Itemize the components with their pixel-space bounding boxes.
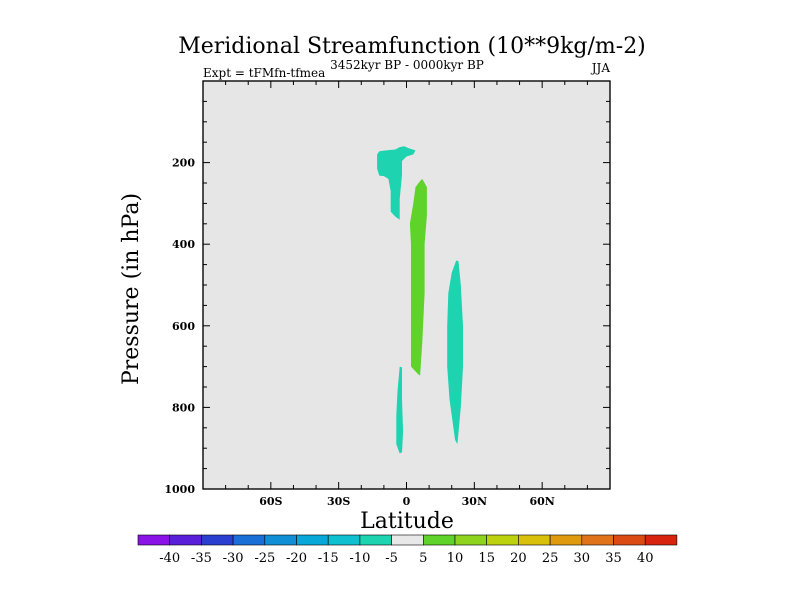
y-tick-label: 400 [172, 238, 195, 251]
colorbar-swatch [391, 534, 424, 546]
colorbar-swatch [454, 534, 488, 546]
x-tick-label: 60S [259, 495, 282, 508]
colorbar-swatch [518, 534, 551, 546]
colorbar-swatch [137, 534, 171, 546]
colorbar-swatch [644, 534, 678, 546]
x-tick-label: 0 [403, 495, 411, 508]
y-tick-label: 600 [172, 320, 195, 333]
colorbar-swatch [232, 534, 266, 546]
colorbar-label: -15 [318, 551, 339, 566]
colorbar-label: -5 [385, 551, 398, 566]
colorbar-label: 10 [447, 551, 464, 566]
x-axis-label: Latitude [360, 509, 454, 534]
colorbar-swatch [486, 534, 519, 546]
chart-subtitle-left: Expt = tFMfn-tfmea [203, 66, 325, 80]
colorbar-swatch [359, 534, 392, 546]
colorbar-label: 30 [574, 551, 591, 566]
y-tick-label: 1000 [164, 483, 195, 496]
colorbar-swatch [549, 534, 583, 546]
colorbar-label: 25 [542, 551, 559, 566]
chart-subtitle-center: 3452kyr BP - 0000kyr BP [330, 58, 484, 72]
plot-area [202, 80, 611, 490]
colorbar-label: -30 [223, 551, 244, 566]
colorbar-label: -35 [191, 551, 212, 566]
contour-region-neg-south [396, 366, 404, 454]
colorbar-swatch [296, 534, 329, 546]
contour-region-neg-upper [377, 146, 416, 220]
contour-region-neg-north [447, 260, 463, 445]
colorbar-label: -40 [159, 551, 180, 566]
colorbar-swatch [264, 534, 297, 546]
contour-regions [377, 146, 463, 454]
y-tick-label: 200 [172, 157, 195, 170]
chart-subtitle-right: JJA [590, 61, 611, 75]
colorbar-swatch [201, 534, 234, 546]
x-tick-label: 30N [462, 495, 487, 508]
colorbar-label: -25 [254, 551, 275, 566]
axis-ticks: 60S 30S 0 30N 60N 200 400 600 800 1000 [164, 81, 610, 508]
x-tick-label: 30S [327, 495, 350, 508]
colorbar-label: 20 [510, 551, 527, 566]
colorbar-label: -10 [349, 551, 370, 566]
colorbar-swatch [422, 534, 456, 546]
colorbar-label: 35 [605, 551, 622, 566]
contour-region-pos-central [409, 178, 427, 376]
chart-title: Meridional Streamfunction (10**9kg/m-2) [178, 34, 646, 59]
colorbar-label: -20 [286, 551, 307, 566]
colorbar-swatch [169, 534, 202, 546]
colorbar: -40 -35 -30 -25 -20 -15 -10 -5 5 10 15 20 25 30 35 40 [137, 534, 678, 566]
y-axis-label: Pressure (in hPa) [119, 193, 144, 385]
colorbar-label: 40 [637, 551, 654, 566]
colorbar-swatch [581, 534, 614, 546]
colorbar-swatch [327, 534, 361, 546]
plot-frame [202, 80, 611, 490]
y-tick-label: 800 [172, 401, 195, 414]
x-tick-label: 60N [529, 495, 554, 508]
colorbar-label: 15 [478, 551, 495, 566]
colorbar-label: 5 [419, 551, 427, 566]
colorbar-swatch [613, 534, 646, 546]
